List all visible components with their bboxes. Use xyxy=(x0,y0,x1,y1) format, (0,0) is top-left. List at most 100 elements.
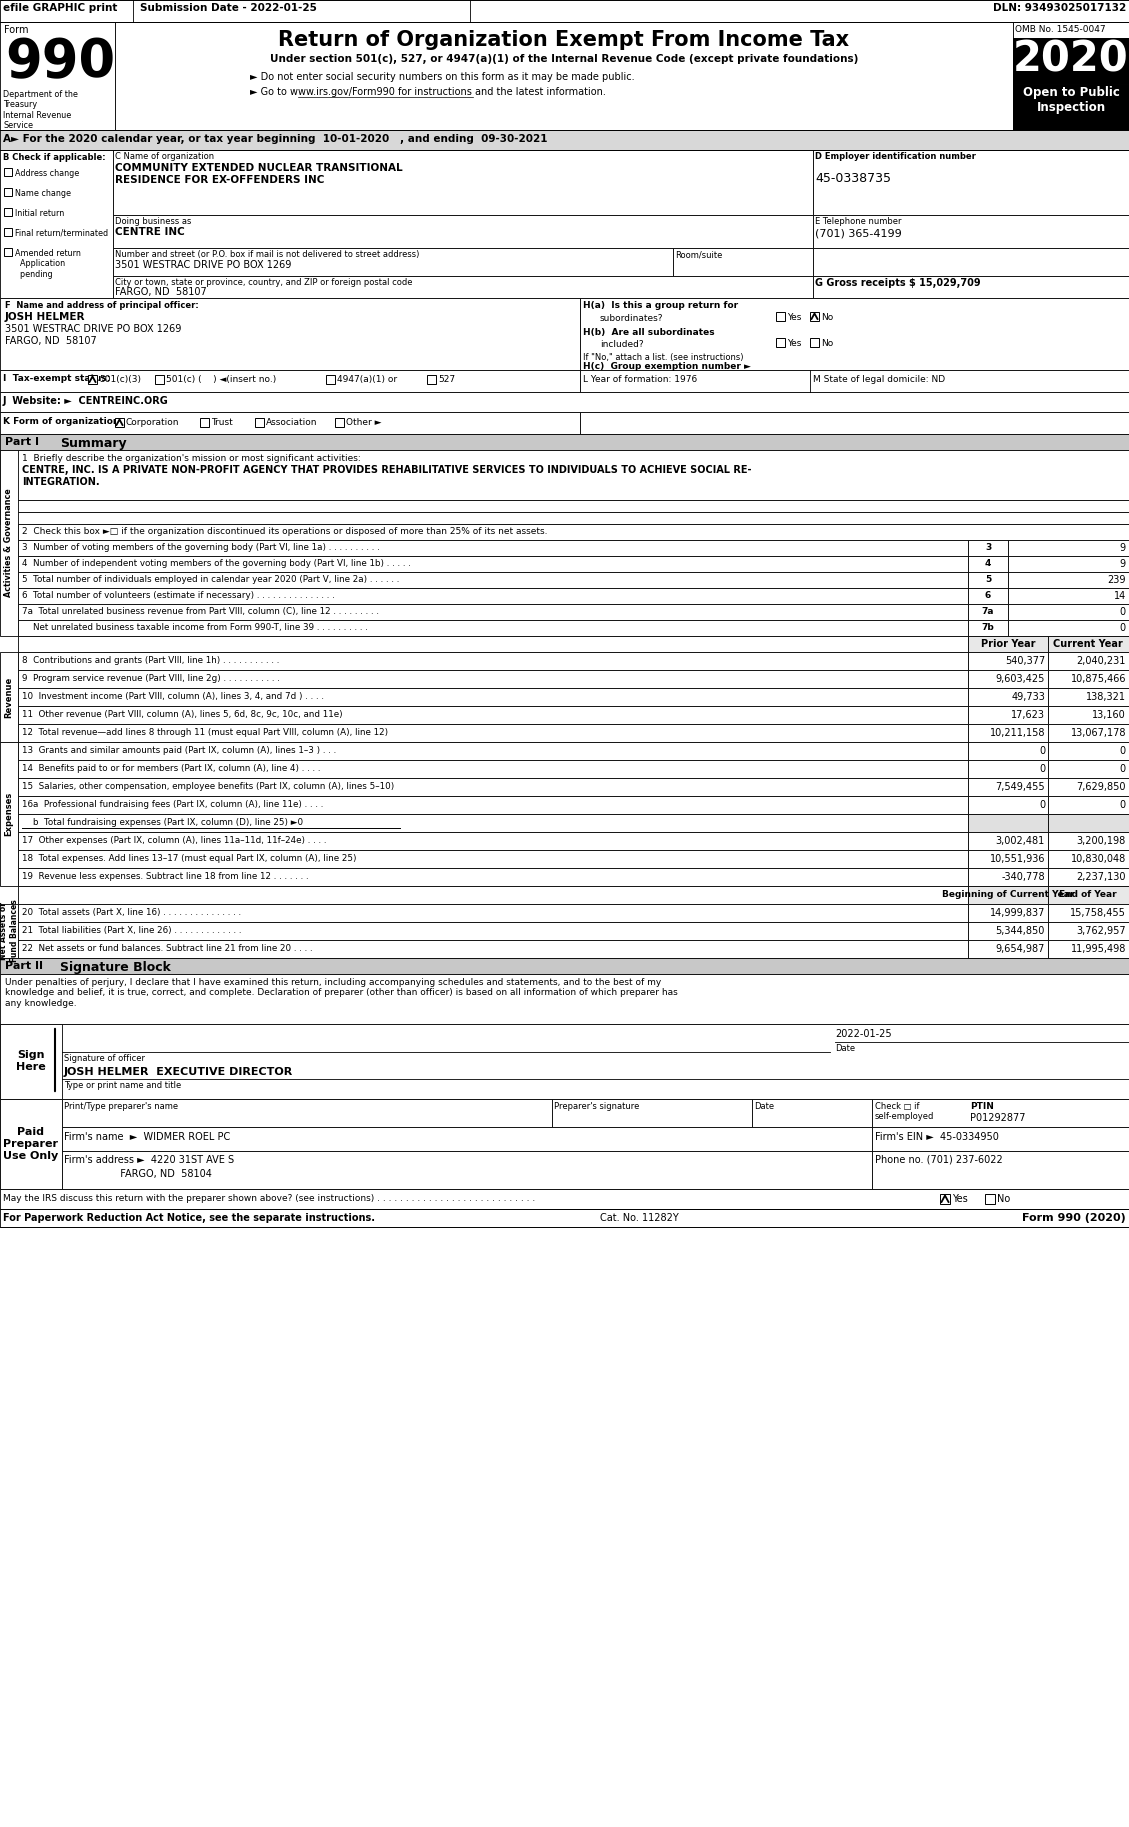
Text: 9: 9 xyxy=(1120,543,1126,554)
Text: CENTRE, INC. IS A PRIVATE NON-PROFIT AGENCY THAT PROVIDES REHABILITATIVE SERVICE: CENTRE, INC. IS A PRIVATE NON-PROFIT AGE… xyxy=(21,466,752,486)
Text: 4  Number of independent voting members of the governing body (Part VI, line 1b): 4 Number of independent voting members o… xyxy=(21,559,411,568)
Bar xyxy=(62,1151,872,1189)
Text: 15,758,455: 15,758,455 xyxy=(1070,908,1126,917)
Bar xyxy=(0,22,115,130)
Text: Initial return: Initial return xyxy=(15,208,64,217)
Bar xyxy=(0,1189,1129,1209)
Text: Address change: Address change xyxy=(15,170,79,177)
Bar xyxy=(0,449,18,636)
Text: Yes: Yes xyxy=(787,312,802,322)
Text: Activities & Governance: Activities & Governance xyxy=(5,488,14,597)
Bar xyxy=(0,974,1129,1023)
Text: 10,875,466: 10,875,466 xyxy=(1070,674,1126,683)
Text: 501(c)(3): 501(c)(3) xyxy=(99,375,141,384)
Text: 0: 0 xyxy=(1120,607,1126,618)
Bar xyxy=(427,375,436,384)
Bar xyxy=(968,815,1048,831)
Text: COMMUNITY EXTENDED NUCLEAR TRANSITIONAL
RESIDENCE FOR EX-OFFENDERS INC: COMMUNITY EXTENDED NUCLEAR TRANSITIONAL … xyxy=(115,163,403,185)
Bar xyxy=(18,941,968,957)
Text: FARGO, ND  58107: FARGO, ND 58107 xyxy=(5,336,97,345)
Text: Beginning of Current Year: Beginning of Current Year xyxy=(942,890,1074,899)
Bar xyxy=(255,418,264,428)
Bar xyxy=(1048,923,1129,941)
Bar xyxy=(0,501,1129,512)
Text: Check □ if: Check □ if xyxy=(875,1102,919,1111)
Text: Name change: Name change xyxy=(15,188,71,197)
Text: 9: 9 xyxy=(1120,559,1126,568)
Text: DLN: 93493025017132: DLN: 93493025017132 xyxy=(992,4,1126,13)
Text: 2022-01-25: 2022-01-25 xyxy=(835,1029,892,1040)
Text: 14,999,837: 14,999,837 xyxy=(990,908,1045,917)
Bar xyxy=(335,418,344,428)
Bar xyxy=(1008,555,1129,572)
Bar xyxy=(1013,22,1129,130)
Bar xyxy=(0,150,113,298)
Text: A► For the 2020 calendar year, or tax year beginning  10-01-2020   , and ending : A► For the 2020 calendar year, or tax ye… xyxy=(3,133,548,144)
Text: 0: 0 xyxy=(1120,764,1126,775)
Text: Cat. No. 11282Y: Cat. No. 11282Y xyxy=(599,1213,679,1222)
Bar xyxy=(113,216,813,248)
Bar xyxy=(968,555,1008,572)
Bar xyxy=(968,742,1048,760)
Bar xyxy=(1048,886,1129,904)
Text: 9  Program service revenue (Part VIII, line 2g) . . . . . . . . . . .: 9 Program service revenue (Part VIII, li… xyxy=(21,674,280,683)
Bar xyxy=(1048,850,1129,868)
Bar xyxy=(0,371,580,393)
Text: 5: 5 xyxy=(984,576,991,585)
Bar xyxy=(113,248,673,276)
Text: included?: included? xyxy=(599,340,644,349)
Text: Firm's EIN ►  45-0334950: Firm's EIN ► 45-0334950 xyxy=(875,1133,999,1142)
Text: Current Year: Current Year xyxy=(1053,639,1123,649)
Text: 14  Benefits paid to or for members (Part IX, column (A), line 4) . . . .: 14 Benefits paid to or for members (Part… xyxy=(21,764,321,773)
Text: Firm's name  ►  WIDMER ROEL PC: Firm's name ► WIDMER ROEL PC xyxy=(64,1133,230,1142)
Bar xyxy=(968,868,1048,886)
Bar xyxy=(113,276,813,298)
Text: For Paperwork Reduction Act Notice, see the separate instructions.: For Paperwork Reduction Act Notice, see … xyxy=(3,1213,375,1222)
Text: 2,237,130: 2,237,130 xyxy=(1076,871,1126,882)
Text: Part II: Part II xyxy=(5,961,43,970)
Text: 5  Total number of individuals employed in calendar year 2020 (Part V, line 2a) : 5 Total number of individuals employed i… xyxy=(21,576,400,585)
Text: Net unrelated business taxable income from Form 990-T, line 39 . . . . . . . . .: Net unrelated business taxable income fr… xyxy=(21,623,368,632)
Bar xyxy=(752,1100,872,1127)
Bar xyxy=(580,371,1129,393)
Text: May the IRS discuss this return with the preparer shown above? (see instructions: May the IRS discuss this return with the… xyxy=(3,1195,535,1202)
Text: 0: 0 xyxy=(1039,745,1045,756)
Bar xyxy=(968,797,1048,815)
Text: L Year of formation: 1976: L Year of formation: 1976 xyxy=(583,375,698,384)
Bar xyxy=(1048,760,1129,778)
Bar xyxy=(1048,941,1129,957)
Text: No: No xyxy=(997,1195,1010,1204)
Bar xyxy=(968,904,1048,923)
Text: 0: 0 xyxy=(1120,745,1126,756)
Bar xyxy=(115,22,1013,130)
Text: 13  Grants and similar amounts paid (Part IX, column (A), lines 1–3 ) . . .: 13 Grants and similar amounts paid (Part… xyxy=(21,745,336,755)
Bar xyxy=(968,671,1048,689)
Text: Trust: Trust xyxy=(211,418,233,428)
Bar xyxy=(18,619,968,636)
Bar xyxy=(18,868,968,886)
Text: 540,377: 540,377 xyxy=(1005,656,1045,667)
Text: 7a: 7a xyxy=(982,607,995,616)
Bar xyxy=(1048,831,1129,850)
Text: Revenue: Revenue xyxy=(5,676,14,718)
Text: 11  Other revenue (Part VIII, column (A), lines 5, 6d, 8c, 9c, 10c, and 11e): 11 Other revenue (Part VIII, column (A),… xyxy=(21,711,342,720)
Text: Net Assets or
Fund Balances: Net Assets or Fund Balances xyxy=(0,899,19,963)
Text: 3501 WESTRAC DRIVE PO BOX 1269: 3501 WESTRAC DRIVE PO BOX 1269 xyxy=(5,323,182,334)
Text: 138,321: 138,321 xyxy=(1086,692,1126,702)
Text: 7a  Total unrelated business revenue from Part VIII, column (C), line 12 . . . .: 7a Total unrelated business revenue from… xyxy=(21,607,379,616)
Text: Return of Organization Exempt From Income Tax: Return of Organization Exempt From Incom… xyxy=(279,29,849,49)
Text: 19  Revenue less expenses. Subtract line 18 from line 12 . . . . . . .: 19 Revenue less expenses. Subtract line … xyxy=(21,871,308,881)
Text: 3,200,198: 3,200,198 xyxy=(1077,837,1126,846)
Bar xyxy=(0,1023,62,1100)
Text: Prior Year: Prior Year xyxy=(981,639,1035,649)
Text: 9,654,987: 9,654,987 xyxy=(996,945,1045,954)
Bar xyxy=(5,248,12,256)
Bar xyxy=(1048,705,1129,723)
Text: Yes: Yes xyxy=(787,340,802,347)
Bar xyxy=(968,705,1048,723)
Text: 5,344,850: 5,344,850 xyxy=(996,926,1045,935)
Text: 0: 0 xyxy=(1120,800,1126,809)
Text: -340,778: -340,778 xyxy=(1001,871,1045,882)
Bar xyxy=(580,298,1129,371)
Bar xyxy=(18,923,968,941)
